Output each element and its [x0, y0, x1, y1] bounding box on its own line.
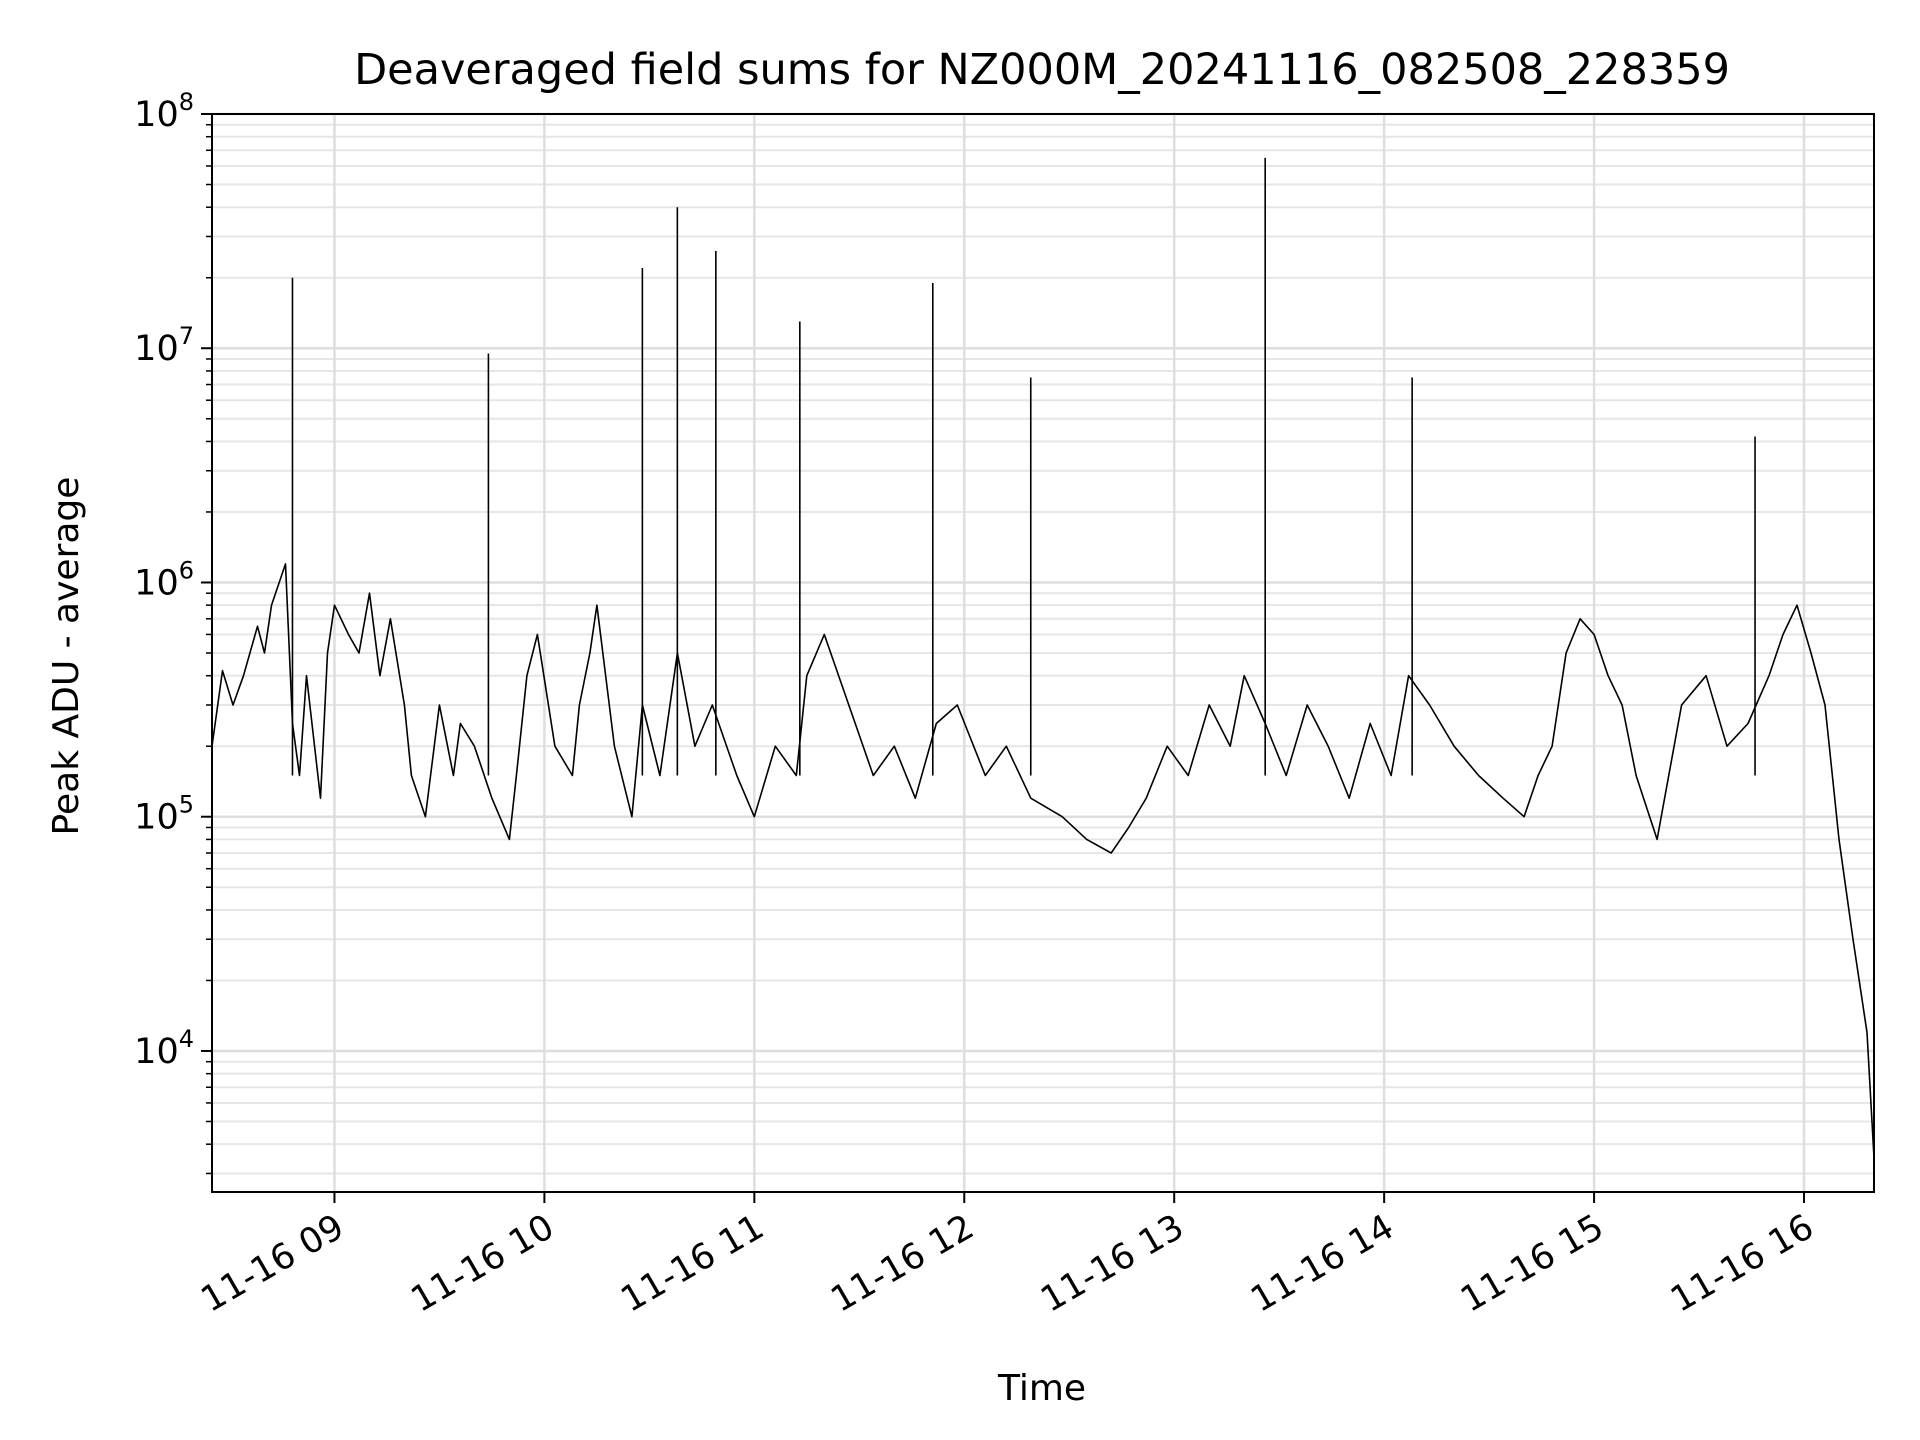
series-line — [211, 563, 1875, 1158]
y-tick-label: 108 — [134, 88, 194, 135]
y-tick-label: 107 — [134, 322, 194, 369]
x-axis-label: Time — [997, 1368, 1086, 1409]
y-tick-label: 106 — [134, 556, 194, 603]
y-tick-label: 105 — [134, 791, 194, 838]
chart-title: Deaveraged field sums for NZ000M_2024111… — [354, 45, 1730, 95]
y-tick-label: 104 — [134, 1025, 194, 1072]
y-axis-label: Peak ADU - average — [46, 477, 87, 836]
